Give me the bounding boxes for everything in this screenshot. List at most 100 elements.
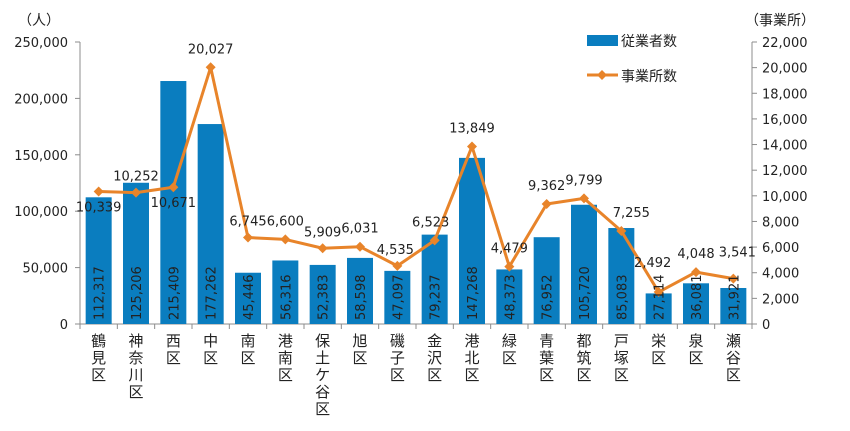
bar-employees: [384, 270, 411, 324]
line-point-establishments: [392, 260, 403, 271]
legend: 従業者数 事業所数: [587, 34, 677, 85]
line-point-establishments: [728, 273, 739, 284]
legend-label-establishments: 事業所数: [621, 69, 677, 85]
x-axis-category-label: 港北区: [464, 332, 479, 384]
line-value-label: 4,479: [491, 242, 528, 257]
x-axis-category-label: 西区: [166, 332, 181, 367]
line-value-label: 9,799: [565, 173, 602, 188]
line-value-label: 6,600: [267, 214, 304, 229]
right-axis-tick-label: 2,000: [762, 292, 799, 307]
bar-employees: [309, 264, 336, 324]
legend-label-employees: 従業者数: [621, 34, 677, 50]
line-point-establishments: [504, 261, 515, 272]
x-axis-category-label: 緑区: [502, 332, 517, 367]
bar-value-label: 31,921: [727, 275, 742, 321]
bar-employees: [123, 182, 149, 324]
bar-value-label: 112,317: [93, 266, 108, 320]
bar-employees: [421, 234, 448, 324]
bar-employees: [645, 293, 672, 324]
line-value-label: 5,909: [304, 225, 341, 240]
x-axis-category-label: 泉区: [688, 332, 703, 367]
x-axis-category-label: 保土ケ谷区: [315, 332, 330, 418]
bar-value-label: 36,081: [690, 275, 705, 321]
right-axis-tick-label: 8,000: [762, 215, 799, 230]
line-point-establishments: [467, 141, 477, 152]
x-axis-category-label: 南区: [240, 332, 255, 367]
bar-value-label: 79,237: [429, 275, 444, 321]
bar-value-label: 125,206: [130, 266, 145, 320]
axes: 0 50,000 100,000 150,000 200,000 250,000 0 2,00…: [14, 36, 807, 418]
line-value-label: 20,027: [188, 42, 234, 57]
bar-value-label: 27,114: [653, 275, 668, 321]
bar-employees: [347, 257, 373, 324]
line-value-label: 4,048: [677, 247, 714, 262]
right-axis-tick-label: 16,000: [762, 113, 808, 128]
x-axis-category-label: 鶴見区: [91, 332, 106, 384]
line-point-establishments: [691, 267, 701, 278]
line-point-establishments: [280, 234, 291, 245]
x-axis-category-label: 青葉区: [539, 332, 554, 384]
bar-value-label: 215,409: [167, 266, 182, 320]
x-axis-category-label: 港南区: [278, 332, 293, 384]
line-point-establishments: [579, 193, 589, 204]
x-axis-category-label: 瀬谷区: [726, 332, 741, 384]
bar-value-label: 52,383: [317, 275, 332, 321]
line-path-establishments: [98, 65, 734, 294]
left-axis-tick-label: 50,000: [23, 262, 69, 277]
left-axis-tick-label: 200,000: [14, 92, 68, 107]
line-value-label: 3,541: [719, 246, 756, 261]
line-value-label: 10,339: [76, 200, 122, 215]
line-value-label: 9,362: [528, 179, 565, 194]
x-axis-category-label: 旭区: [352, 332, 367, 367]
right-axis-tick-label: 22,000: [762, 36, 808, 51]
legend-diamond-marker: [597, 70, 607, 80]
left-axis-tick-label: 150,000: [14, 149, 68, 164]
data-labels: 112,317 125,206 215,409 177,262 45,446 56,316…: [76, 42, 756, 320]
left-axis-tick-label: 0: [60, 318, 68, 333]
bar-employees: [235, 272, 261, 324]
line-value-label: 4,535: [377, 243, 414, 258]
right-axis-tick-label: 14,000: [762, 139, 808, 154]
line-point-establishments: [355, 241, 365, 252]
bar-value-label: 47,097: [391, 275, 406, 321]
bar-value-label: 76,952: [541, 275, 556, 321]
bar-employees: [272, 260, 299, 324]
right-axis-tick-label: 12,000: [762, 164, 808, 179]
line-point-establishments: [93, 186, 104, 197]
bar-series-employees: [85, 81, 747, 324]
bar-value-label: 58,598: [354, 275, 369, 321]
left-axis-tick-label: 100,000: [14, 205, 68, 220]
bar-value-label: 48,373: [503, 275, 518, 321]
right-axis-tick-label: 0: [762, 318, 770, 333]
bar-employees: [160, 81, 187, 324]
line-point-establishments: [168, 182, 179, 193]
x-axis-category-label: 金沢区: [427, 332, 442, 384]
line-point-establishments: [616, 226, 627, 237]
line-point-establishments: [429, 235, 440, 246]
line-point-establishments: [243, 232, 253, 243]
x-axis-category-label: 栄区: [651, 332, 666, 367]
line-value-label: 10,252: [113, 170, 159, 185]
bar-employees: [683, 283, 709, 324]
right-axis-unit-label: （事業所）: [745, 13, 815, 29]
line-value-label: 6,745: [229, 215, 266, 230]
line-point-establishments: [131, 187, 141, 198]
x-axis-category-label: 戸塚区: [614, 332, 629, 384]
line-point-establishments: [205, 62, 216, 73]
line-value-label: 13,849: [449, 121, 495, 136]
right-axis-tick-label: 6,000: [762, 241, 799, 256]
left-axis-tick-label: 250,000: [14, 36, 68, 51]
bar-employees: [496, 269, 523, 324]
bar-employees: [197, 124, 224, 324]
bar-value-label: 85,083: [615, 275, 630, 321]
right-axis-tick-label: 18,000: [762, 87, 808, 102]
x-axis-category-label: 中区: [203, 332, 218, 367]
line-value-label: 6,523: [412, 215, 449, 230]
bar-value-label: 56,316: [279, 275, 294, 321]
bar-value-label: 105,720: [578, 266, 593, 320]
left-axis-unit-label: （人）: [18, 13, 60, 29]
bar-value-label: 45,446: [242, 275, 257, 321]
bar-value-label: 147,268: [466, 266, 481, 320]
line-value-label: 6,031: [341, 222, 378, 237]
legend-bar-swatch: [587, 35, 618, 46]
